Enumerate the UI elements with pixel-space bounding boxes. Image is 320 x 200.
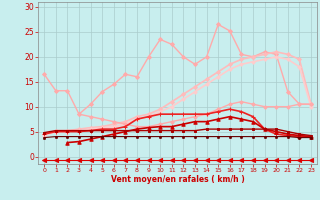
- X-axis label: Vent moyen/en rafales ( km/h ): Vent moyen/en rafales ( km/h ): [111, 175, 244, 184]
